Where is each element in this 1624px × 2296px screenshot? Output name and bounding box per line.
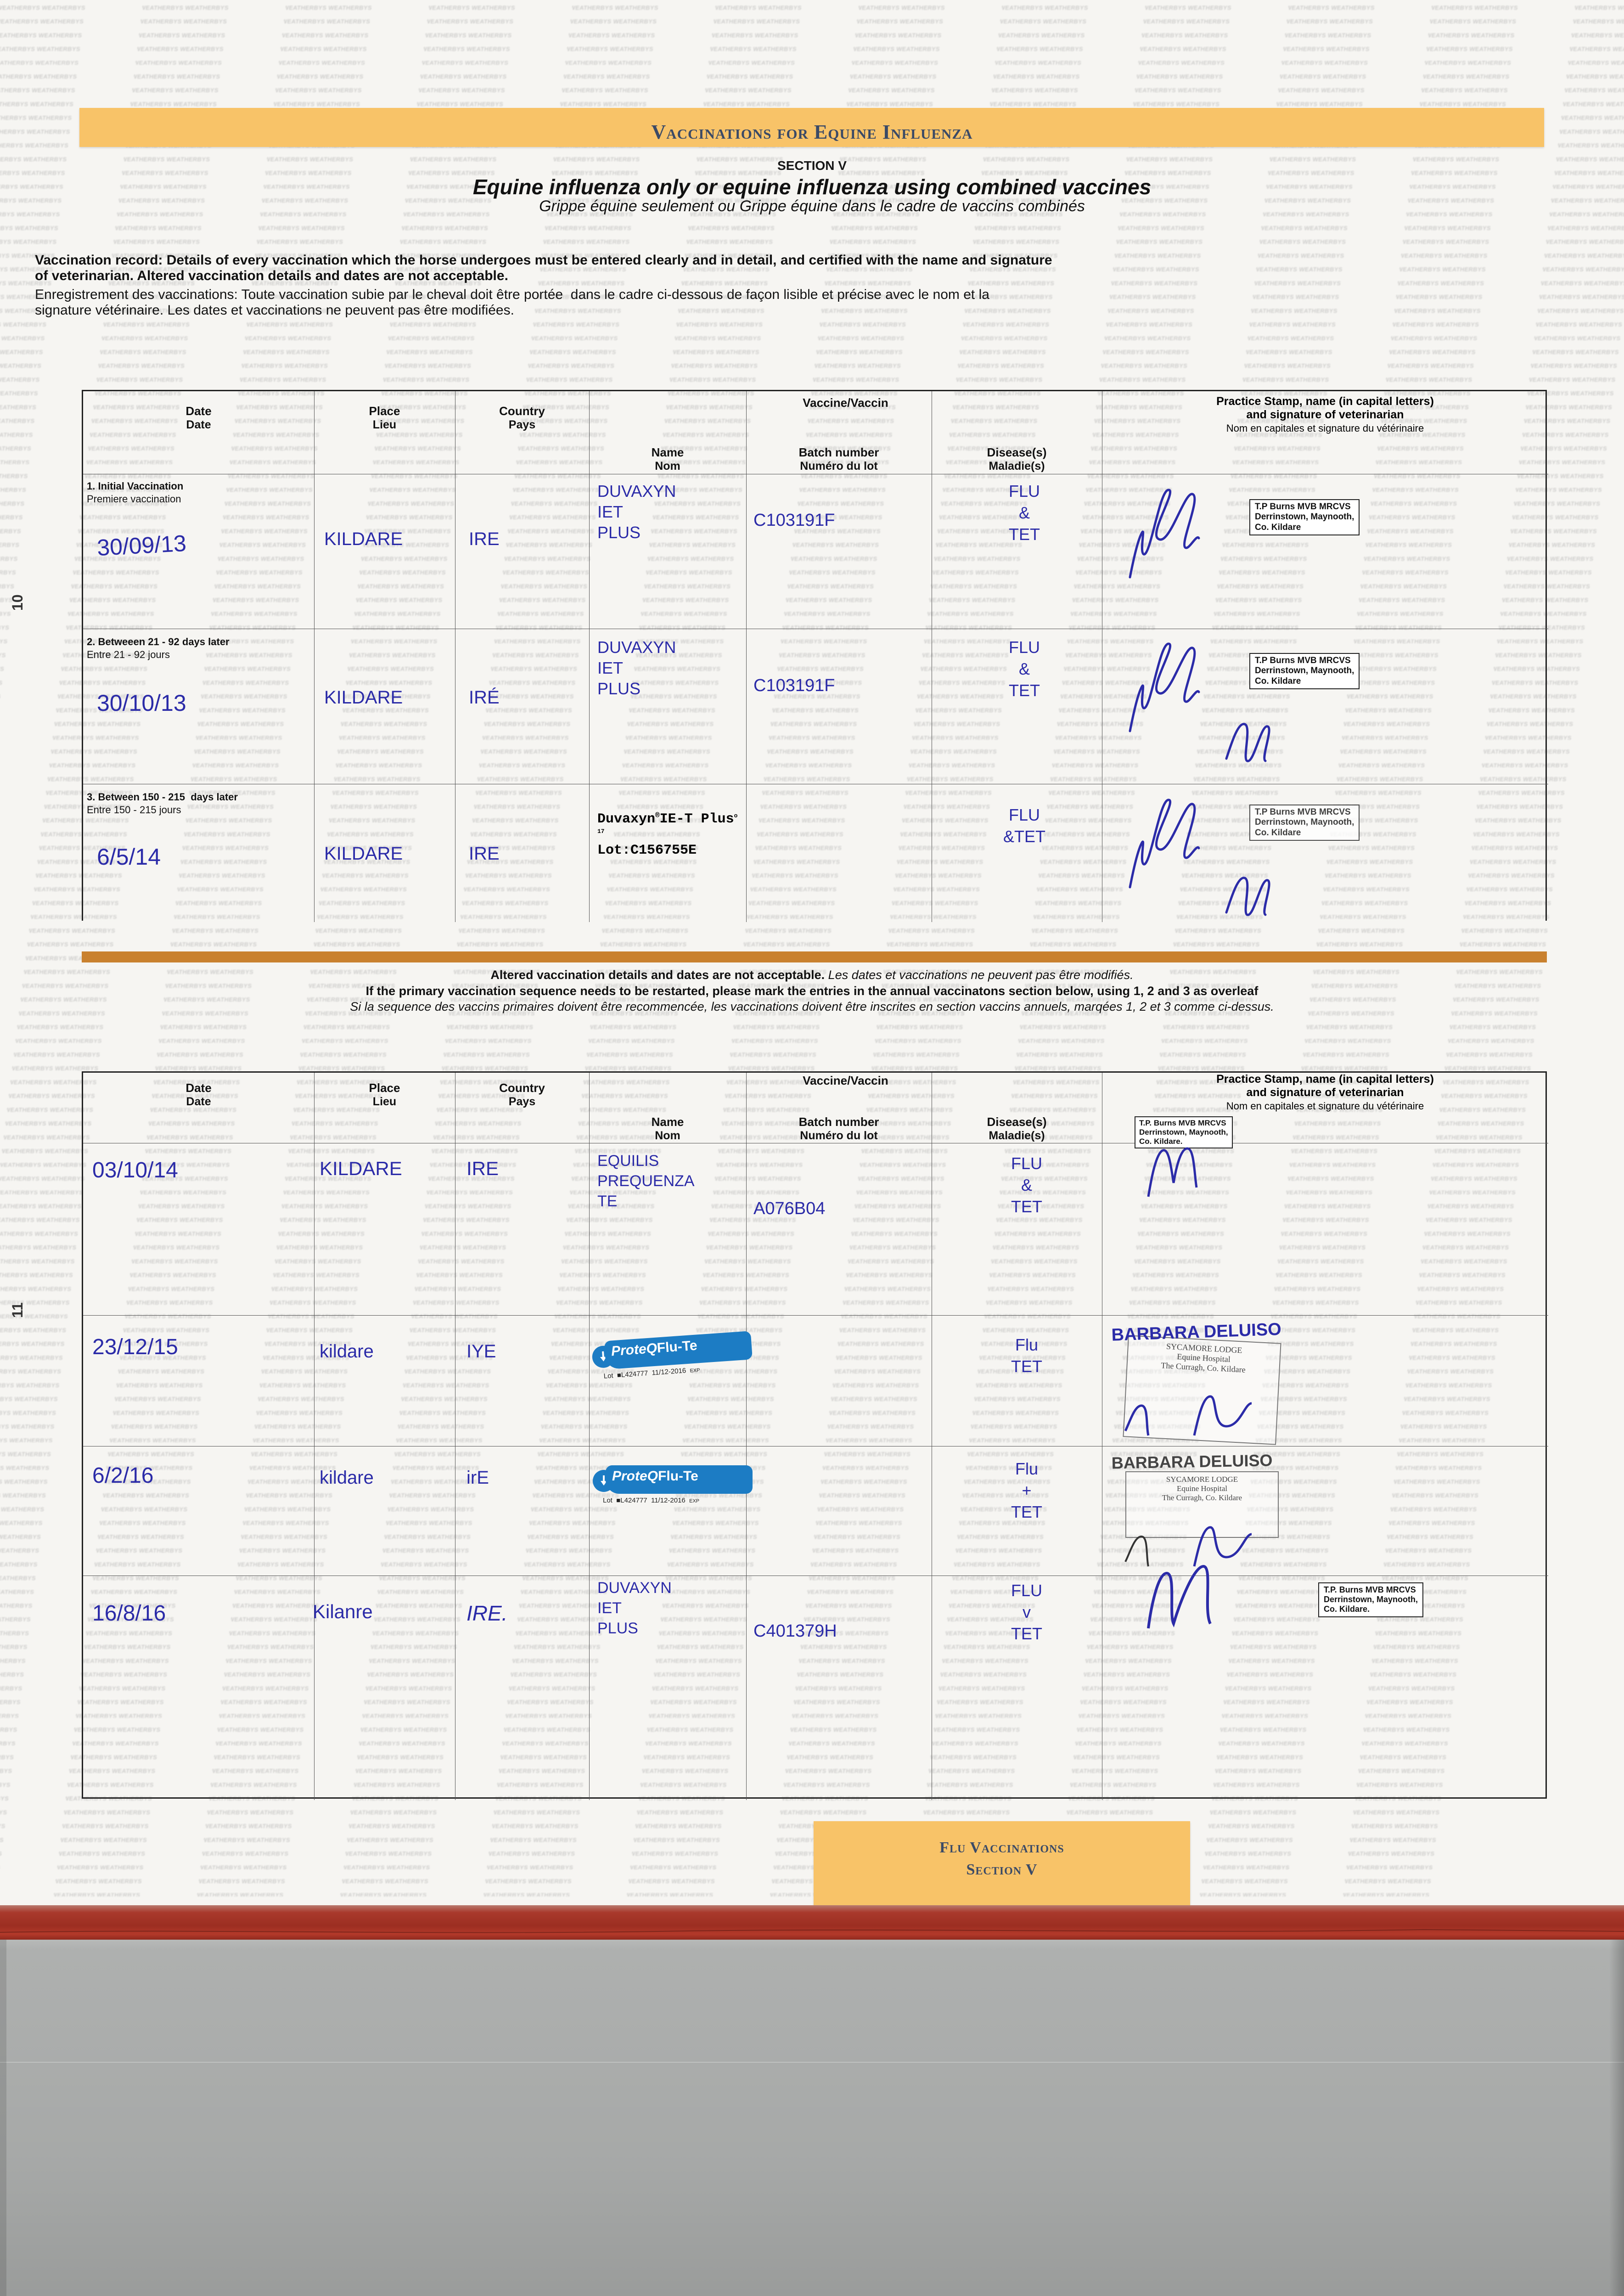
- svg-text:BARBARA DELUISO: BARBARA DELUISO: [1112, 1320, 1281, 1345]
- svg-text:BARBARA DELUISO: BARBARA DELUISO: [1112, 1451, 1273, 1472]
